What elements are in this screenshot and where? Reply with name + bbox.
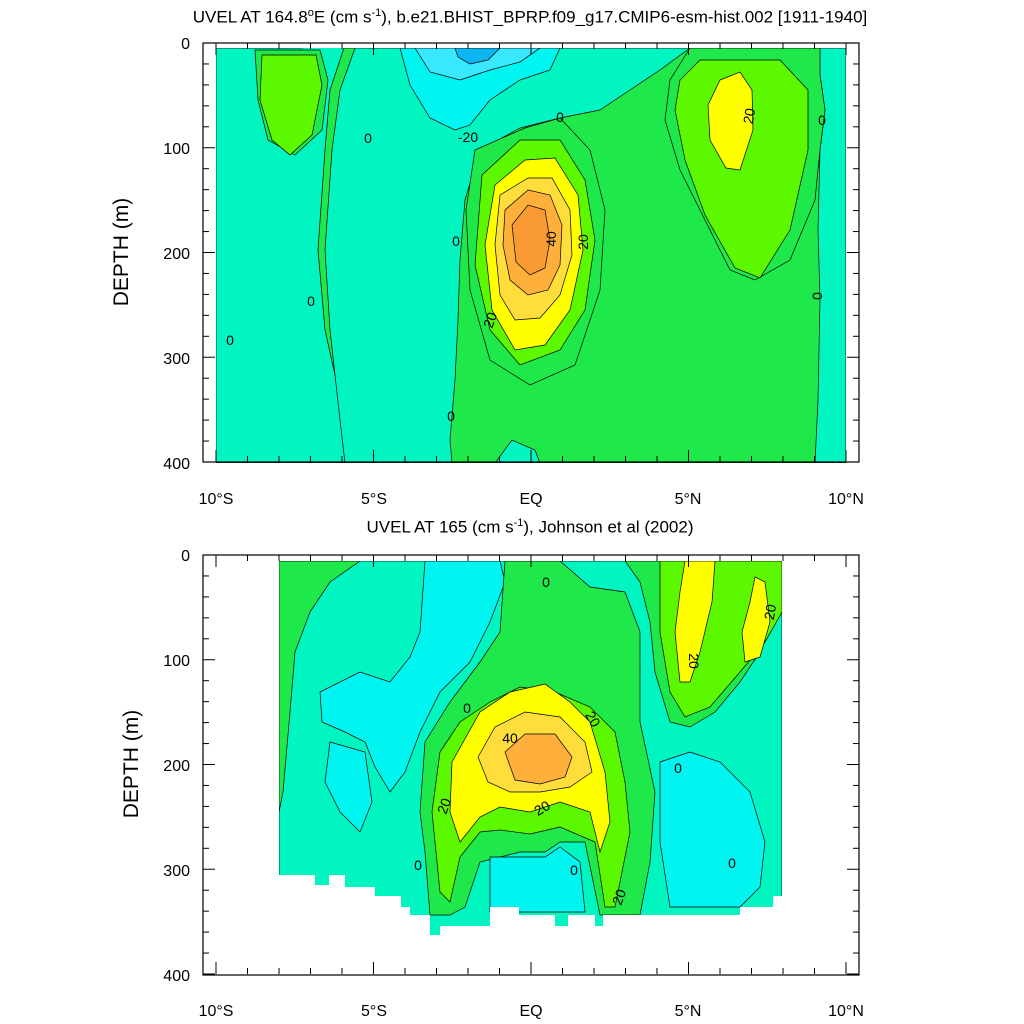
y-axis: 0 100 200 300 400 <box>163 36 190 473</box>
contour-label: 20 <box>582 708 604 730</box>
contour-labels: -20 0 0 0 0 0 0 0 20 20 20 40 0 <box>226 107 826 424</box>
x-axis: 10°S 5°S EQ 5°N 10°N <box>199 491 864 508</box>
region-south-neg10b <box>324 741 373 833</box>
region-east-neg10 <box>659 751 766 908</box>
x-tick-label: 10°N <box>828 1003 864 1020</box>
chart-svg: -20 0 0 0 0 0 0 0 20 20 20 40 0 0 100 20… <box>110 36 864 508</box>
region-west-10 <box>279 561 362 813</box>
y-tick-label: 300 <box>163 351 190 368</box>
contour-label: 0 <box>447 408 455 424</box>
contour-label: 20 <box>480 310 500 330</box>
contour-label: 20 <box>761 603 779 621</box>
region-level-neg30 <box>454 48 501 65</box>
contour-label: 20 <box>740 107 758 125</box>
contour-label: 20 <box>609 887 629 907</box>
y-tick-label: 100 <box>163 653 190 670</box>
y-tick-label: 0 <box>181 36 190 53</box>
x-tick-label: 10°S <box>199 1003 234 1020</box>
y-tick-label: 0 <box>181 548 190 565</box>
x-tick-label: EQ <box>519 491 542 508</box>
contour-label: 0 <box>556 109 564 125</box>
x-tick-label: 5°N <box>675 491 702 508</box>
contour-label: 0 <box>674 760 682 776</box>
chart-svg: 0 0 0 0 0 0 20 20 20 20 20 20 40 0 100 2… <box>120 548 864 1020</box>
contour-label: 20 <box>575 234 591 250</box>
contour-label: 0 <box>463 700 471 716</box>
region-level-0-west <box>216 48 351 463</box>
contour-label: 40 <box>502 730 518 746</box>
contour-label: 0 <box>809 292 825 300</box>
y-tick-label: 200 <box>163 758 190 775</box>
contour-label: 20 <box>434 796 454 816</box>
y-tick-label: 400 <box>163 456 190 473</box>
region-south-jet-20 <box>259 54 323 156</box>
contour-label: 0 <box>818 112 826 128</box>
region-ncc-30b <box>741 576 771 663</box>
contour-fill <box>216 48 846 463</box>
contour-label: 0 <box>452 233 460 249</box>
region-level-neg20 <box>414 48 541 81</box>
region-euc-40 <box>504 733 573 785</box>
title-unit: E (cm s <box>313 7 372 27</box>
region-level-0-north <box>324 48 691 463</box>
x-tick-label: 10°N <box>828 491 864 508</box>
contour-label: 0 <box>307 293 315 309</box>
title-text: UVEL AT 164.8 <box>192 7 308 27</box>
title-degree: o <box>307 7 314 19</box>
contour-label: 0 <box>414 857 422 873</box>
x-tick-label: 5°N <box>675 1003 702 1020</box>
panel-model: UVEL AT 164.8oE (cm s-1), b.e21.BHIST_BP… <box>0 7 1024 508</box>
y-tick-label: 100 <box>163 141 190 158</box>
y-tick-label: 300 <box>163 863 190 880</box>
region-euc-45 <box>511 204 551 276</box>
contour-labels: 0 0 0 0 0 0 20 20 20 20 20 20 40 <box>414 574 779 907</box>
chart-title: UVEL AT 164.8oE (cm s-1), b.e21.BHIST_BP… <box>0 7 1024 28</box>
contour-label: 0 <box>570 862 578 878</box>
axis-ticks <box>203 42 859 463</box>
region-ncc-30 <box>707 71 754 171</box>
region-bottom-eq <box>494 439 541 463</box>
contour-label: 0 <box>364 130 372 146</box>
panel-observed: UVEL AT 165 (cm s-1), Johnson et al (200… <box>0 512 1024 1024</box>
contour-label: 0 <box>728 855 736 871</box>
contour-label: 40 <box>543 231 559 247</box>
contour-label: 20 <box>686 653 702 669</box>
region-eq-bottom-neg10 <box>489 846 586 913</box>
y-tick-label: 400 <box>163 968 190 985</box>
contour-label: -20 <box>458 129 478 145</box>
region-south-neg10 <box>319 561 506 793</box>
title-unit-exponent: -1 <box>513 517 524 529</box>
title-source: ), b.e21.BHIST_BPRP.f09_g17.CMIP6-esm-hi… <box>381 7 868 27</box>
title-unit-exponent: -1 <box>371 7 382 19</box>
y-axis-label: DEPTH (m) <box>110 198 133 307</box>
x-tick-label: 10°S <box>199 491 234 508</box>
x-tick-label: EQ <box>519 1003 542 1020</box>
y-axis: 0 100 200 300 400 <box>163 548 190 985</box>
axis-ticks <box>203 554 859 975</box>
region-ncc-30 <box>674 561 716 683</box>
chart-title: UVEL AT 165 (cm s-1), Johnson et al (200… <box>0 517 1024 538</box>
y-tick-label: 200 <box>163 246 190 263</box>
contour-fill <box>279 561 782 935</box>
title-source: ), Johnson et al (2002) <box>523 517 694 537</box>
x-tick-label: 5°S <box>361 491 387 508</box>
y-axis-label: DEPTH (m) <box>120 710 143 819</box>
contour-label: 20 <box>531 797 553 819</box>
contour-label: 0 <box>226 332 234 348</box>
title-text: UVEL AT 165 (cm s <box>366 517 514 537</box>
x-tick-label: 5°S <box>361 1003 387 1020</box>
contour-label: 0 <box>542 574 550 590</box>
x-axis: 10°S 5°S EQ 5°N 10°N <box>199 1003 864 1020</box>
